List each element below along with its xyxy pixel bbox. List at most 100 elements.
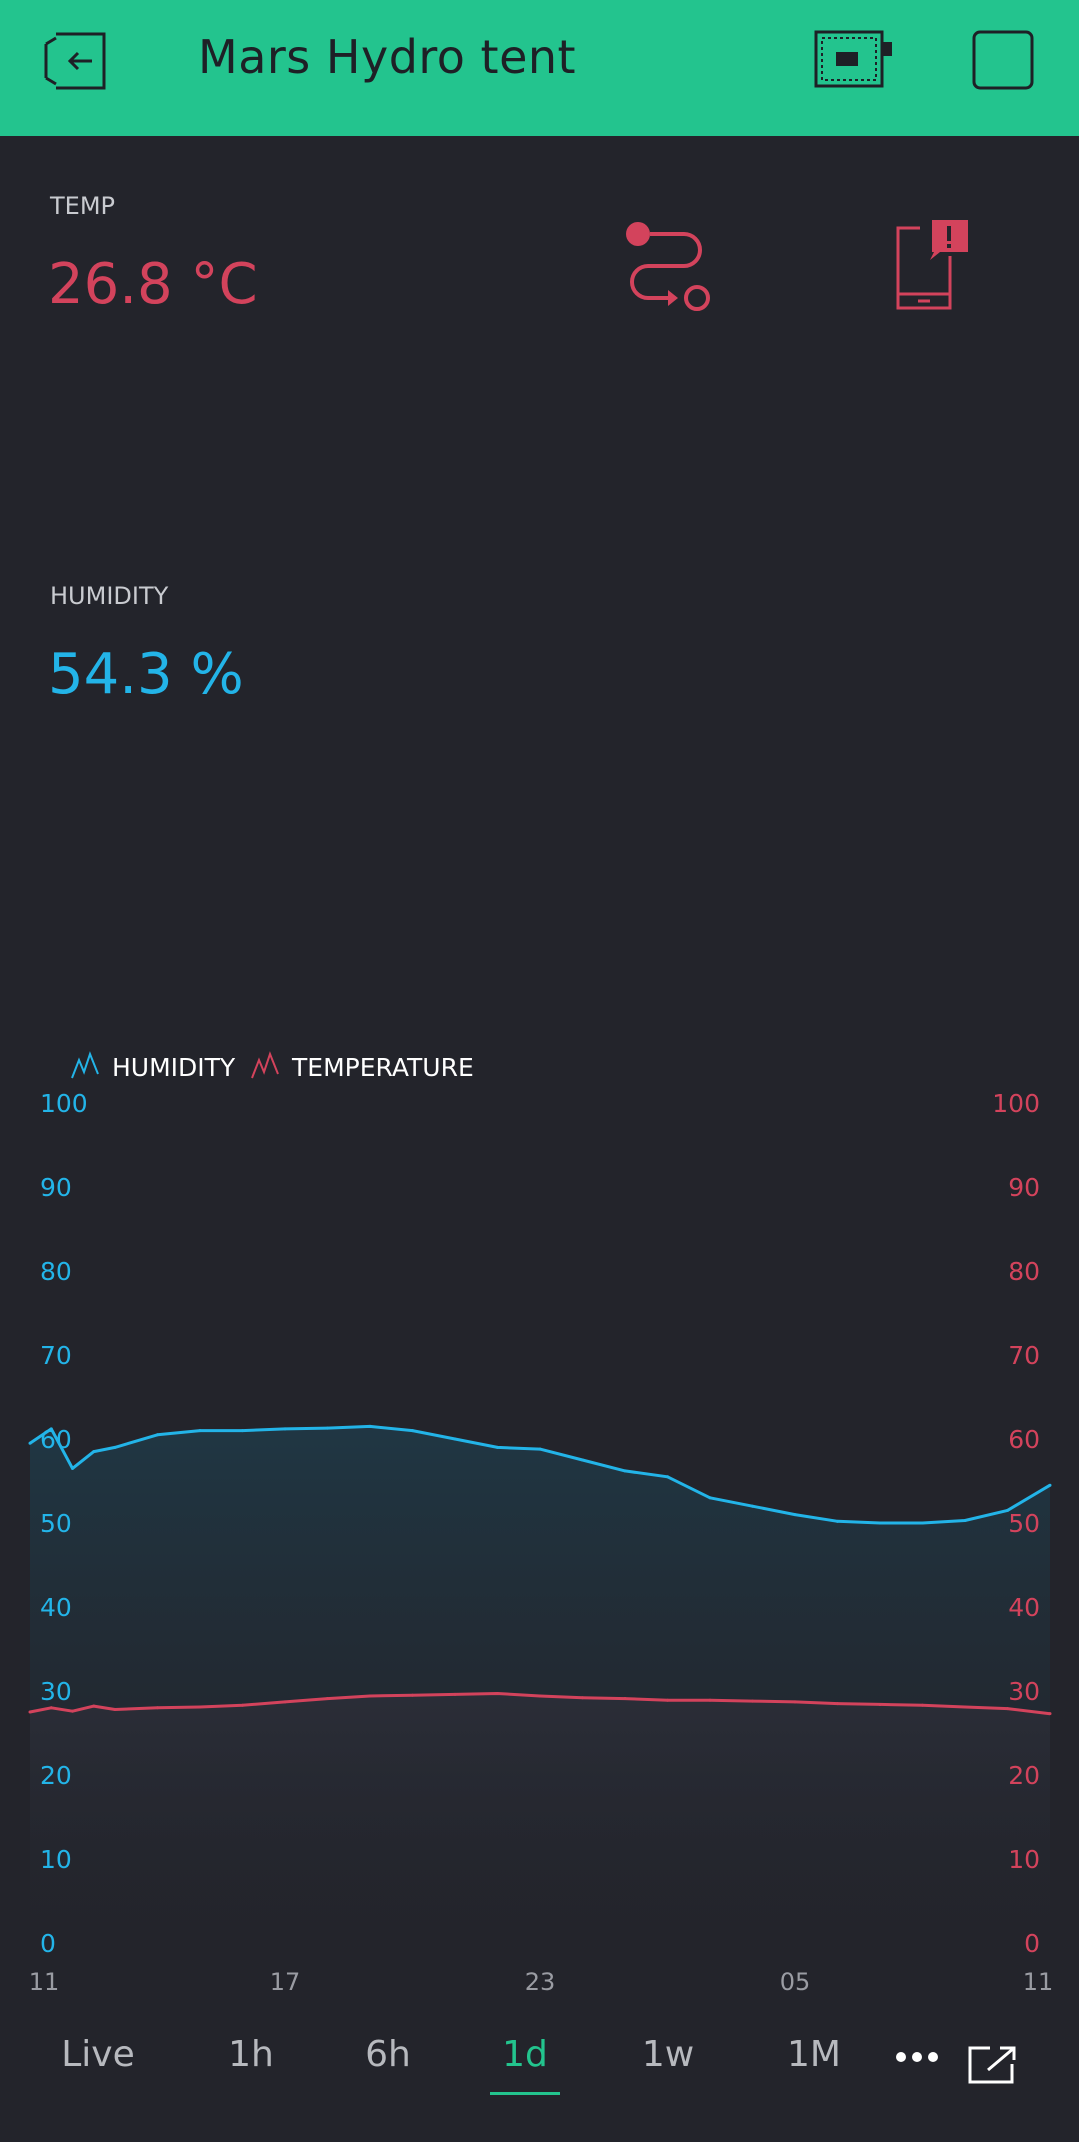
series-humidity-point: [241, 1429, 244, 1433]
x-tick-label: 11: [1023, 1968, 1054, 1996]
chart-legend: HUMIDITY TEMPERATURE: [71, 1051, 474, 1082]
device-board-icon[interactable]: [814, 30, 894, 88]
x-tick-label: 05: [780, 1968, 811, 1996]
legend-humidity-icon: [71, 1051, 99, 1079]
more-dots-icon[interactable]: [895, 2050, 939, 2064]
superchart: HUMIDITY TEMPERATURE 0 10 20 30 40 50 60 70 80 90 1…: [28, 1051, 1054, 1996]
series-humidity-point: [581, 1458, 584, 1462]
tab-live[interactable]: Live: [61, 2034, 135, 2075]
series-temperature-point: [1048, 1712, 1052, 1716]
series-temperature-point: [198, 1705, 202, 1709]
series-humidity-point: [198, 1429, 202, 1433]
y-left-tick-label: 0: [40, 1929, 56, 1958]
series-humidity-point: [496, 1445, 499, 1449]
series-humidity-point: [708, 1496, 712, 1500]
y-left-tick-label: 50: [40, 1509, 72, 1538]
legend-temperature[interactable]: TEMPERATURE: [291, 1053, 474, 1082]
y-right-tick-label: 60: [1008, 1425, 1040, 1454]
series-temperature-point: [836, 1702, 839, 1706]
series-humidity-point: [28, 1441, 32, 1445]
y-left-tick-label: 80: [40, 1257, 72, 1286]
series-humidity-point: [793, 1513, 797, 1517]
y-left-tick-label: 10: [40, 1845, 72, 1874]
series-temperature-point: [1006, 1707, 1009, 1711]
series-humidity-point: [836, 1519, 839, 1523]
series-temperature-point: [92, 1704, 96, 1708]
page-title: Mars Hydro tent: [198, 30, 577, 84]
time-range-tabs: Live 1h 6h 1d 1w 1M: [0, 2010, 1079, 2110]
x-tick-label: 11: [29, 1968, 60, 1996]
series-temperature-point: [793, 1700, 797, 1704]
y-right-tick-label: 0: [1024, 1929, 1040, 1958]
square-icon[interactable]: [972, 30, 1034, 90]
series-humidity-point: [113, 1445, 117, 1449]
x-tick-label: 23: [525, 1968, 556, 1996]
series-humidity-point: [453, 1437, 457, 1441]
y-left-tick-label: 70: [40, 1341, 72, 1370]
tab-1h[interactable]: 1h: [228, 2034, 274, 2075]
series-humidity-point: [49, 1427, 53, 1431]
tab-1w[interactable]: 1w: [641, 2034, 695, 2075]
y-right-tick-label: 80: [1008, 1257, 1040, 1286]
humidity-value: 54.3 %: [48, 642, 244, 707]
exit-door-icon[interactable]: [42, 30, 114, 92]
series-temperature-point: [453, 1692, 457, 1696]
series-humidity-point: [1006, 1508, 1009, 1512]
phone-notification-icon[interactable]: [894, 218, 974, 312]
y-right-tick-label: 70: [1008, 1341, 1040, 1370]
temp-value: 26.8 °C: [48, 252, 258, 317]
series-humidity-point: [751, 1504, 754, 1508]
y-right-tick-label: 30: [1008, 1677, 1040, 1706]
export-icon[interactable]: [968, 2044, 1018, 2084]
series-temperature-point: [963, 1705, 967, 1709]
series-temperature-point: [708, 1698, 712, 1702]
series-humidity-point: [921, 1521, 924, 1525]
series-temperature-point: [538, 1694, 542, 1698]
series-humidity-point: [963, 1518, 967, 1522]
y-left-tick-label: 90: [40, 1173, 72, 1202]
series-temperature-point: [49, 1706, 53, 1710]
y-right-tick-label: 50: [1008, 1509, 1040, 1538]
x-tick-label: 17: [270, 1968, 301, 1996]
y-right-tick-label: 20: [1008, 1761, 1040, 1790]
series-temperature-point: [113, 1707, 117, 1711]
app-header: Mars Hydro tent: [0, 0, 1079, 136]
legend-temperature-icon: [251, 1051, 279, 1079]
y-right-tick-label: 40: [1008, 1593, 1040, 1622]
series-humidity-point: [623, 1469, 627, 1473]
series-temperature-point: [241, 1703, 244, 1707]
series-temperature-point: [878, 1702, 882, 1706]
y-left-tick-label: 40: [40, 1593, 72, 1622]
tab-1m[interactable]: 1M: [787, 2034, 841, 2075]
series-temperature-point: [156, 1706, 159, 1710]
series-humidity-point: [368, 1424, 372, 1428]
y-left-tick-label: 20: [40, 1761, 72, 1790]
series-temperature-point: [326, 1697, 329, 1701]
series-humidity-point: [71, 1466, 74, 1470]
y-right-tick-label: 100: [992, 1089, 1040, 1118]
series-humidity-point: [666, 1475, 669, 1479]
legend-humidity[interactable]: HUMIDITY: [112, 1053, 236, 1082]
series-temperature-point: [28, 1710, 32, 1714]
y-right-tick-label: 10: [1008, 1845, 1040, 1874]
series-humidity-point: [878, 1521, 882, 1525]
series-temperature-point: [921, 1703, 924, 1707]
series-temperature-point: [496, 1692, 499, 1696]
series-temperature-point: [751, 1699, 754, 1703]
series-temperature-point: [411, 1693, 414, 1697]
y-left-tick-label: 60: [40, 1425, 72, 1454]
series-temperature-point: [666, 1698, 669, 1702]
series-temperature-point: [623, 1697, 627, 1701]
y-left-tick-label: 30: [40, 1677, 72, 1706]
tab-6h[interactable]: 6h: [365, 2034, 411, 2075]
series-temperature-point: [581, 1696, 584, 1700]
tab-1d[interactable]: 1d: [502, 2034, 548, 2075]
series-humidity-point: [326, 1426, 329, 1430]
series-temperature-area: [30, 1693, 1050, 1943]
active-tab-underline: [490, 2092, 560, 2095]
y-right-tick-label: 90: [1008, 1173, 1040, 1202]
y-left-tick-label: 100: [40, 1089, 88, 1118]
series-humidity-point: [538, 1447, 542, 1451]
route-icon[interactable]: [622, 218, 712, 312]
series-temperature-point: [71, 1709, 74, 1713]
